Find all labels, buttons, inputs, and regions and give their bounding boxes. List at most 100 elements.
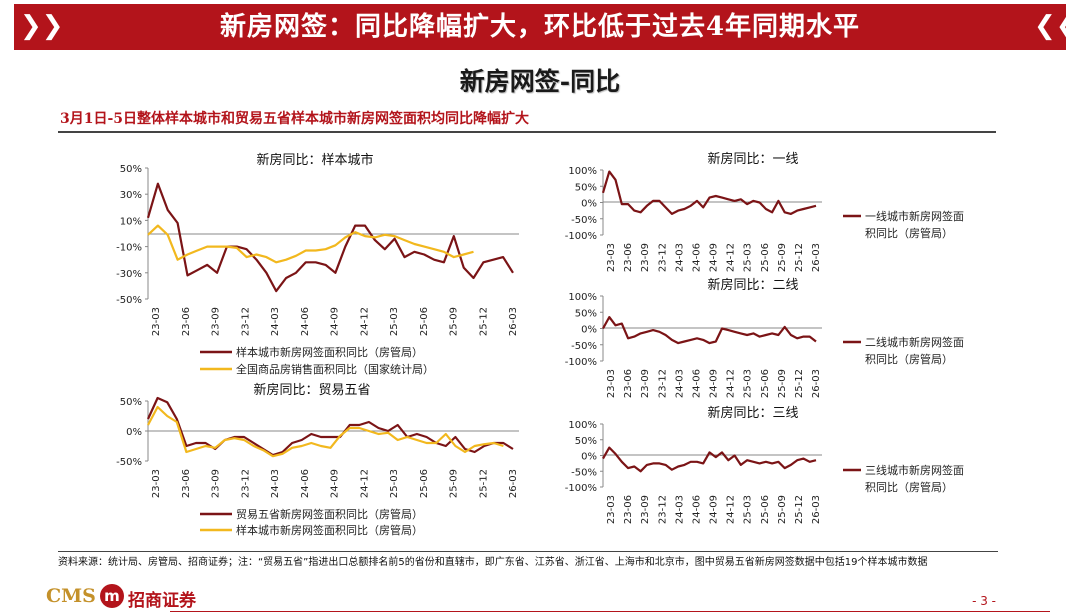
- legend-label: 全国商品房销售面积同比（国家统计局）: [236, 362, 434, 376]
- series-line-1: [602, 316, 817, 345]
- y-tick-label: 50%: [120, 397, 142, 408]
- y-tick-label: 0%: [581, 199, 597, 210]
- y-tick-label: 0%: [581, 452, 597, 463]
- x-tick-label: 23-09: [211, 307, 222, 336]
- x-tick-label: 25-09: [449, 307, 460, 336]
- x-tick-label: 25-06: [760, 369, 771, 398]
- headline-divider: [58, 131, 996, 133]
- x-tick-label: 25-03: [389, 469, 400, 498]
- section-title: 新房网签-同比: [459, 67, 621, 96]
- x-tick-label: 24-03: [270, 469, 281, 498]
- x-tick-label: 24-12: [726, 495, 737, 524]
- x-tick-label: 25-03: [743, 495, 754, 524]
- x-tick-label: 23-03: [151, 469, 162, 498]
- y-tick-label: 50%: [575, 308, 597, 319]
- series-line-1: [601, 170, 817, 215]
- legend-label: 一线城市新房网签面积同比（房管局）: [865, 209, 964, 240]
- x-tick-label: 24-09: [709, 369, 720, 398]
- legend-label: 样本城市新房网签面积同比（房管局）: [236, 523, 423, 537]
- legend-label: 二线城市新房网签面积同比（房管局）: [865, 335, 964, 366]
- x-tick-label: 25-09: [777, 369, 788, 398]
- logo-chinese: 招商证券: [128, 591, 196, 611]
- x-tick-label: 23-12: [240, 469, 251, 498]
- x-tick-label: 23-06: [623, 369, 634, 398]
- y-tick-label: -50%: [571, 467, 597, 478]
- x-tick-label: 23-03: [151, 307, 162, 336]
- y-tick-label: 50%: [575, 182, 597, 193]
- x-tick-label: 26-03: [811, 495, 822, 524]
- x-tick-label: 23-03: [606, 243, 617, 272]
- x-tick-label: 24-09: [709, 243, 720, 272]
- headline: 3月1日-5日整体样本城市和贸易五省样本城市新房网签面积均同比降幅扩大: [60, 111, 530, 127]
- x-tick-label: 25-03: [743, 369, 754, 398]
- x-tick-label: 23-03: [606, 495, 617, 524]
- x-tick-label: 25-12: [794, 495, 805, 524]
- x-tick-label: 26-03: [508, 469, 519, 498]
- x-tick-label: 24-12: [359, 469, 370, 498]
- x-tick-label: 24-06: [300, 307, 311, 336]
- legend-label: 贸易五省新房网签面积同比（房管局）: [236, 507, 423, 521]
- y-tick-label: 50%: [120, 164, 142, 175]
- chart-title: 新房同比：一线: [707, 151, 798, 167]
- series-line-1: [602, 446, 817, 473]
- y-tick-label: 100%: [568, 420, 597, 431]
- x-tick-label: 25-12: [478, 307, 489, 336]
- x-tick-label: 25-09: [449, 469, 460, 498]
- x-tick-label: 23-06: [623, 495, 634, 524]
- series-line-2: [147, 405, 504, 458]
- page-number: - 3 -: [972, 594, 996, 608]
- chart-title: 新房同比：三线: [707, 405, 798, 421]
- x-tick-label: 23-09: [640, 369, 651, 398]
- x-tick-label: 23-12: [657, 243, 668, 272]
- x-tick-label: 23-12: [657, 369, 668, 398]
- y-tick-label: -30%: [116, 269, 142, 280]
- x-tick-label: 25-12: [478, 469, 489, 498]
- x-tick-label: 24-09: [709, 495, 720, 524]
- y-tick-label: -50%: [571, 215, 597, 226]
- x-tick-label: 23-06: [181, 307, 192, 336]
- x-tick-label: 24-09: [330, 469, 341, 498]
- x-tick-label: 25-09: [777, 495, 788, 524]
- y-tick-label: 0%: [126, 427, 142, 438]
- x-tick-label: 23-06: [623, 243, 634, 272]
- x-tick-label: 24-12: [726, 369, 737, 398]
- y-tick-label: -100%: [565, 483, 597, 494]
- x-tick-label: 23-06: [181, 469, 192, 498]
- x-tick-label: 23-12: [240, 307, 251, 336]
- x-tick-label: 24-03: [674, 243, 685, 272]
- x-tick-label: 24-09: [330, 307, 341, 336]
- x-tick-label: 23-03: [606, 369, 617, 398]
- x-tick-label: 26-03: [811, 369, 822, 398]
- slide-title: 新房网签：同比降幅扩大，环比低于过去4年同期水平: [219, 12, 861, 42]
- x-tick-label: 25-12: [794, 243, 805, 272]
- y-tick-label: 100%: [568, 166, 597, 177]
- x-tick-label: 25-09: [777, 243, 788, 272]
- chart-title: 新房同比：二线: [707, 277, 798, 293]
- x-tick-label: 24-06: [691, 243, 702, 272]
- y-tick-label: 0%: [581, 325, 597, 336]
- x-tick-label: 25-06: [760, 495, 771, 524]
- source-footnote: 资料来源：统计局、房管局、招商证券；注：“贸易五省”指进出口总额排名前5的省份和…: [58, 557, 928, 568]
- y-tick-label: -100%: [565, 357, 597, 368]
- y-tick-label: -50%: [116, 295, 142, 306]
- logo-latin: CMS: [46, 585, 96, 607]
- x-tick-label: 25-03: [389, 307, 400, 336]
- y-tick-label: 10%: [120, 216, 142, 227]
- footer-divider: [170, 611, 1050, 612]
- logo-emblem-icon: m: [100, 584, 124, 608]
- y-tick-label: 50%: [575, 436, 597, 447]
- x-tick-label: 26-03: [508, 307, 519, 336]
- x-tick-label: 24-03: [674, 369, 685, 398]
- y-tick-label: 30%: [120, 190, 142, 201]
- legend-label: 样本城市新房网签面积同比（房管局）: [236, 345, 423, 359]
- x-tick-label: 23-12: [657, 495, 668, 524]
- x-tick-label: 24-06: [691, 369, 702, 398]
- x-tick-label: 24-03: [270, 307, 281, 336]
- x-tick-label: 24-03: [674, 495, 685, 524]
- x-tick-label: 25-06: [760, 243, 771, 272]
- x-tick-label: 24-06: [691, 495, 702, 524]
